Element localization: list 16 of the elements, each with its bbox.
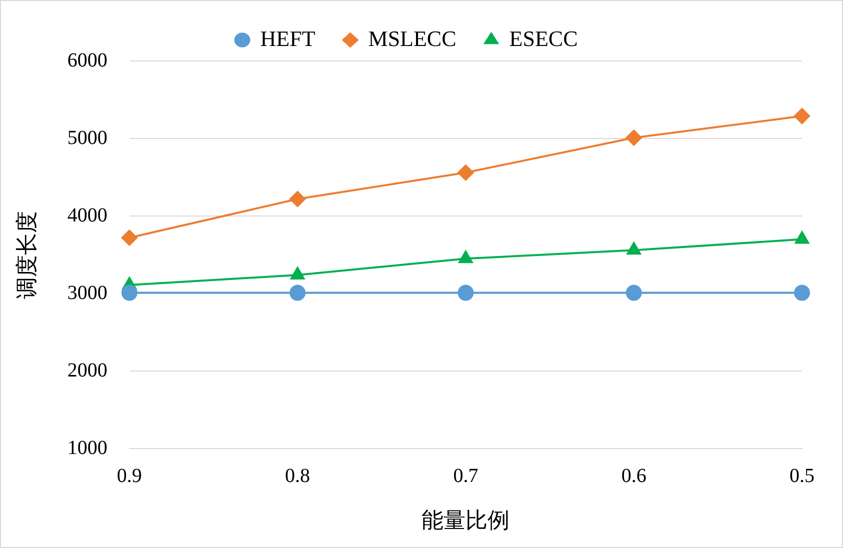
y-tick-label: 4000 — [67, 204, 108, 226]
y-tick-label: 3000 — [67, 282, 108, 304]
x-axis-title: 能量比例 — [422, 508, 510, 533]
x-tick-label: 0.5 — [790, 464, 814, 487]
y-tick-label: 5000 — [67, 126, 108, 149]
y-tick-label: 6000 — [67, 49, 108, 72]
legend-label: ESECC — [509, 26, 578, 51]
y-axis-title: 调度长度 — [14, 210, 39, 299]
y-tick-label: 1000 — [67, 436, 108, 459]
x-tick-label: 0.7 — [453, 464, 478, 487]
x-tick-label: 0.6 — [621, 464, 646, 487]
x-tick-label: 0.9 — [116, 464, 142, 487]
y-tick-label: 2000 — [67, 359, 108, 382]
x-tick-label: 0.8 — [285, 464, 310, 487]
legend-label: MSLECC — [368, 26, 456, 51]
legend-label: HEFT — [260, 26, 316, 51]
